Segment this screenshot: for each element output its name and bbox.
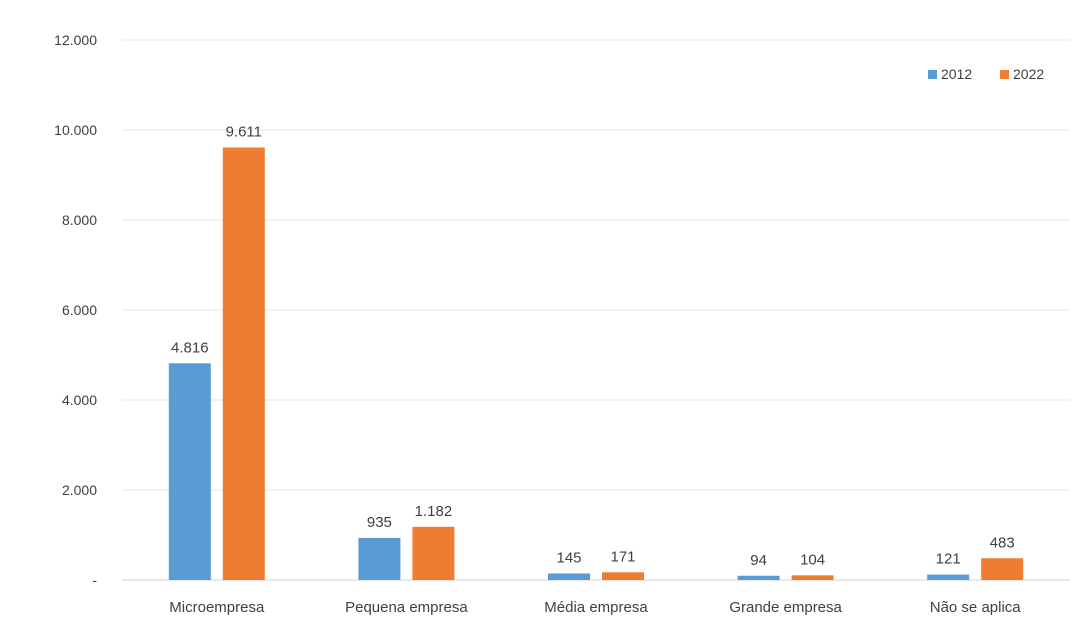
bar-2012-4 [927, 574, 970, 580]
data-label: 171 [610, 548, 635, 565]
bar-2012-2 [548, 573, 590, 580]
data-label: 935 [367, 514, 392, 531]
data-label: 94 [750, 552, 767, 569]
y-tick-label: 12.000 [54, 32, 97, 48]
bar-2022-0 [222, 147, 265, 580]
bar-2022-2 [602, 572, 644, 580]
bar-2022-1 [412, 526, 455, 580]
bar-2012-0 [168, 363, 211, 580]
category-label: Grande empresa [729, 599, 842, 616]
y-tick-label: - [92, 572, 97, 588]
y-axis-ticks: - 2.000 4.000 6.000 8.000 10.000 12.000 [54, 32, 97, 588]
y-tick-label: 10.000 [54, 122, 97, 138]
data-label: 1.182 [415, 503, 453, 520]
bars [168, 147, 1024, 580]
x-axis-categories: Microempresa Pequena empresa Média empresa… [169, 599, 1021, 616]
y-tick-label: 4.000 [62, 392, 97, 408]
category-label: Pequena empresa [345, 599, 468, 616]
category-label: Microempresa [169, 599, 265, 616]
y-tick-label: 2.000 [62, 482, 97, 498]
legend-label: 2012 [941, 66, 972, 82]
category-label: Média empresa [544, 599, 648, 616]
legend-label: 2022 [1013, 66, 1044, 82]
legend: 2012 2022 [928, 66, 1044, 82]
bar-2022-3 [791, 575, 834, 580]
legend-swatch-2022 [1000, 70, 1009, 79]
y-tick-label: 6.000 [62, 302, 97, 318]
data-labels: 4.816 9.611 935 1.182 145 171 94 104 121 483 [171, 124, 1015, 569]
data-label: 483 [990, 534, 1015, 551]
data-label: 4.816 [171, 339, 209, 356]
bar-2012-1 [358, 537, 401, 580]
data-label: 145 [556, 549, 581, 566]
data-label: 121 [936, 551, 961, 568]
category-label: Não se aplica [930, 599, 1022, 616]
legend-swatch-2012 [928, 70, 937, 79]
bar-2012-3 [737, 575, 780, 580]
data-label: 9.611 [226, 124, 262, 141]
data-label: 104 [800, 551, 825, 568]
y-tick-label: 8.000 [62, 212, 97, 228]
bar-2022-4 [981, 558, 1024, 580]
gridlines [122, 39, 1070, 581]
